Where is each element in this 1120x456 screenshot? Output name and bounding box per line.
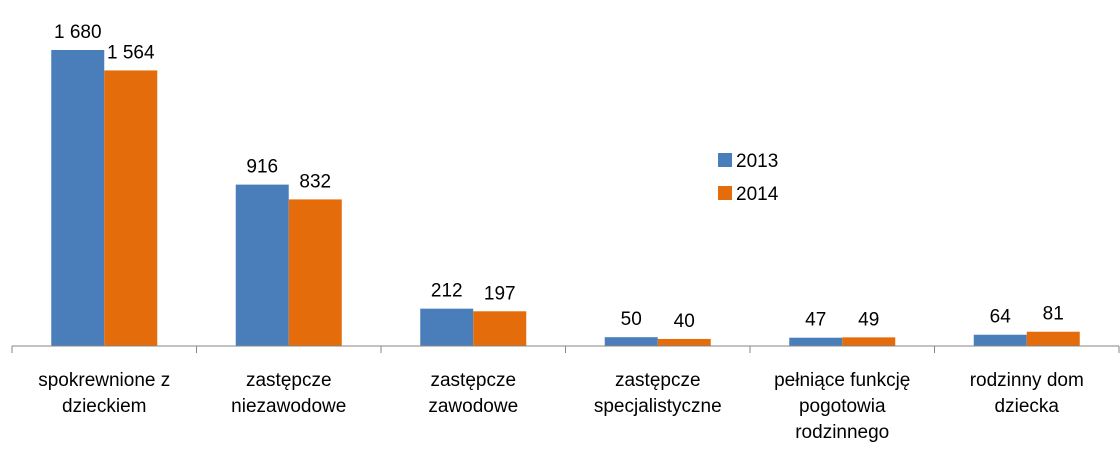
data-label: 49 bbox=[858, 309, 879, 330]
bar bbox=[51, 50, 105, 346]
data-label: 1 564 bbox=[107, 42, 155, 63]
data-label: 1 680 bbox=[54, 22, 102, 43]
bar bbox=[842, 337, 896, 346]
data-label: 916 bbox=[246, 157, 278, 178]
x-tick-label: pełniące funkcję pogotowia rodzinnego bbox=[774, 370, 911, 443]
bar bbox=[1026, 331, 1080, 346]
legend-label: 2013 bbox=[736, 151, 778, 172]
data-label: 81 bbox=[1043, 304, 1064, 325]
data-label: 40 bbox=[674, 311, 695, 332]
x-tick-label: zastępcze specjalistyczne bbox=[593, 370, 722, 417]
bar bbox=[657, 338, 711, 346]
x-tick-label: spokrewnione z dzieckiem bbox=[38, 370, 171, 417]
bar bbox=[104, 70, 158, 346]
bar bbox=[473, 311, 527, 346]
data-label: 197 bbox=[484, 283, 516, 304]
x-tick-label: rodzinny dom dziecka bbox=[969, 370, 1084, 417]
x-tick-label: zastępcze zawodowe bbox=[428, 370, 519, 417]
data-label: 47 bbox=[805, 310, 826, 331]
data-label: 50 bbox=[621, 309, 642, 330]
legend-label: 2014 bbox=[736, 184, 779, 205]
legend-swatch bbox=[718, 153, 732, 167]
data-label: 64 bbox=[990, 307, 1012, 328]
bar bbox=[235, 184, 289, 346]
data-label: 212 bbox=[431, 281, 463, 302]
bar bbox=[604, 337, 658, 346]
bar bbox=[973, 334, 1027, 346]
legend-swatch bbox=[718, 186, 732, 200]
bar bbox=[789, 337, 843, 346]
bar bbox=[420, 308, 474, 346]
bar bbox=[288, 199, 342, 346]
data-label: 832 bbox=[299, 171, 331, 192]
x-tick-label: zastępcze niezawodowe bbox=[231, 370, 347, 417]
